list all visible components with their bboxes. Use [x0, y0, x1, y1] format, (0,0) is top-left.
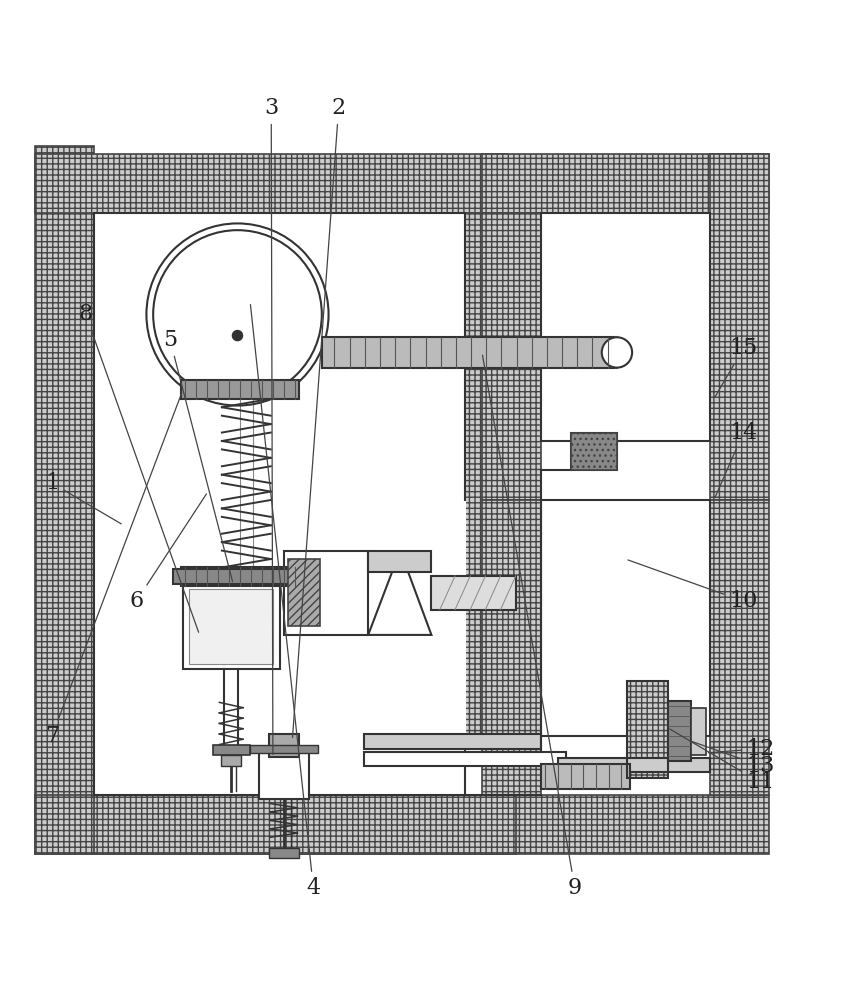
Bar — [269, 734, 299, 757]
Circle shape — [233, 331, 243, 341]
Bar — [482, 154, 769, 213]
Text: 13: 13 — [691, 741, 774, 777]
Bar — [288, 559, 320, 626]
Bar — [94, 213, 465, 795]
Bar — [541, 500, 710, 736]
Bar — [321, 337, 617, 368]
Text: 12: 12 — [708, 738, 774, 760]
Bar — [36, 146, 94, 854]
Text: 6: 6 — [129, 494, 206, 612]
Bar — [627, 681, 667, 778]
Bar — [541, 764, 629, 789]
Bar — [36, 154, 508, 213]
Bar — [558, 758, 710, 772]
Text: 1: 1 — [45, 472, 121, 524]
Bar — [94, 795, 516, 854]
Text: 10: 10 — [628, 560, 758, 612]
Bar — [465, 213, 525, 736]
Bar — [269, 848, 299, 858]
Text: 4: 4 — [250, 305, 321, 899]
Bar — [368, 551, 431, 572]
Bar — [482, 795, 769, 854]
Bar — [284, 551, 368, 635]
Text: 7: 7 — [45, 393, 182, 747]
Bar — [259, 750, 309, 799]
Text: 8: 8 — [79, 303, 199, 632]
Bar — [36, 795, 508, 854]
Bar — [570, 433, 617, 470]
Circle shape — [153, 230, 321, 399]
Bar — [570, 433, 617, 470]
Bar — [173, 569, 290, 584]
Circle shape — [602, 337, 632, 368]
Bar — [667, 701, 691, 761]
Bar — [431, 576, 516, 610]
Bar — [250, 745, 317, 753]
Bar — [221, 755, 241, 766]
Bar — [364, 734, 541, 749]
Bar — [710, 154, 769, 500]
Bar — [364, 752, 566, 766]
Text: 9: 9 — [482, 355, 582, 899]
Bar — [627, 681, 667, 778]
Bar — [181, 380, 299, 399]
Bar — [691, 708, 706, 755]
Bar — [482, 500, 541, 795]
Bar — [212, 745, 250, 755]
Bar — [190, 589, 273, 664]
Bar — [482, 213, 541, 500]
Text: 5: 5 — [163, 329, 233, 582]
Bar — [541, 213, 710, 441]
Text: 2: 2 — [293, 97, 346, 738]
Text: 11: 11 — [670, 729, 774, 793]
Text: 15: 15 — [716, 337, 757, 396]
Text: 14: 14 — [715, 422, 757, 497]
Bar — [181, 567, 299, 586]
Polygon shape — [368, 551, 431, 635]
Bar — [710, 500, 769, 795]
Text: 3: 3 — [264, 97, 278, 754]
Bar — [183, 584, 280, 669]
